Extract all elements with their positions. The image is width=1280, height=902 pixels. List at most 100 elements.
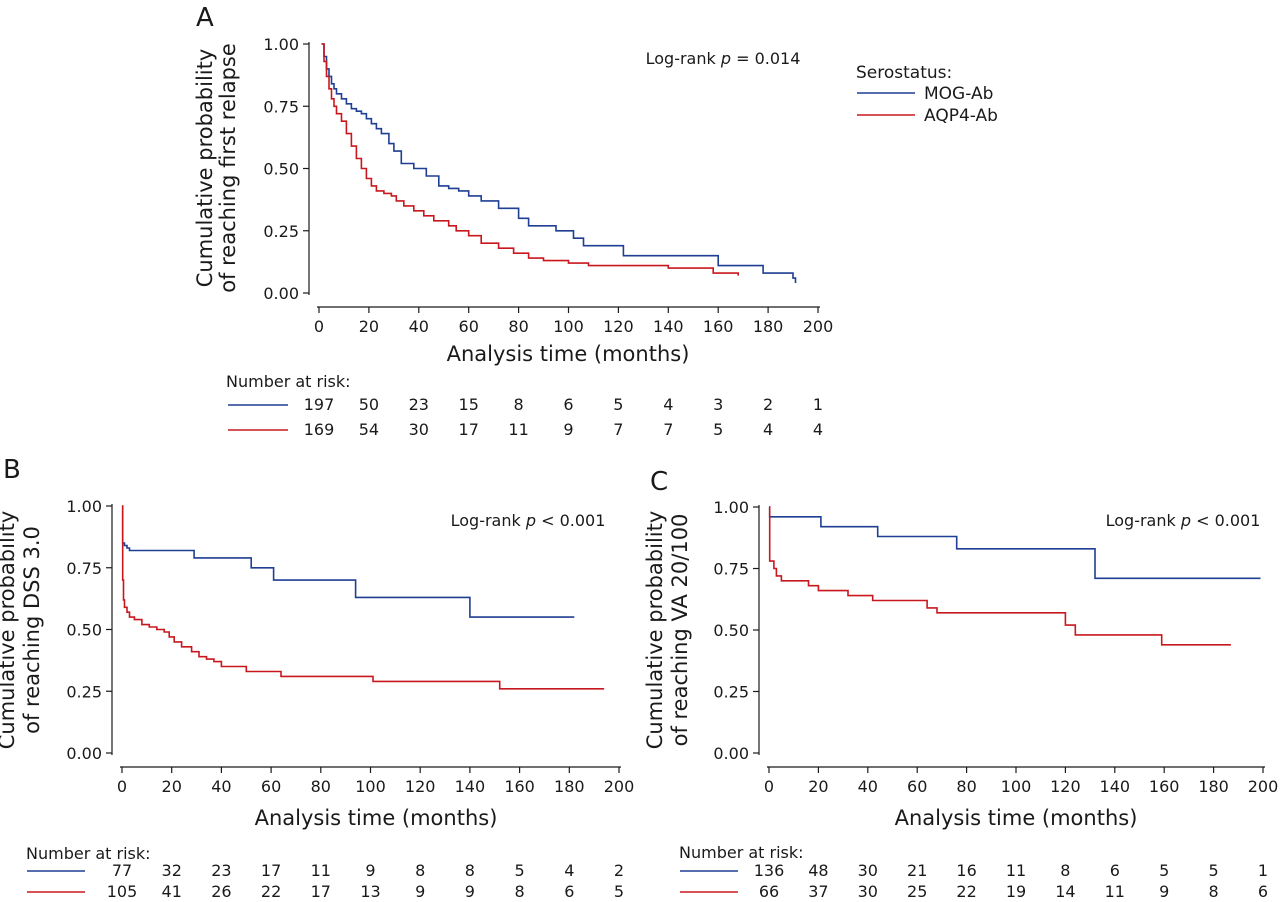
panel-a: A 0.00 0.25 0.50 0.75 1.00 0 20 40 60 80 100 120 140 1… bbox=[193, 3, 833, 439]
risk-value: 17 bbox=[459, 420, 479, 439]
risk-value: 16 bbox=[956, 861, 976, 880]
x-tick-label: 80 bbox=[311, 777, 331, 796]
y-axis-title: Cumulative probability of reaching first … bbox=[193, 43, 240, 293]
risk-value: 21 bbox=[907, 861, 927, 880]
risk-value: 5 bbox=[713, 420, 723, 439]
x-tick-label: 40 bbox=[858, 777, 878, 796]
risk-table-label: Number at risk: bbox=[679, 843, 804, 862]
x-tick-label: 140 bbox=[455, 777, 486, 796]
x-tick-label: 60 bbox=[261, 777, 281, 796]
x-tick-label: 40 bbox=[409, 317, 429, 336]
x-tick-label: 120 bbox=[603, 317, 634, 336]
x-axis-title: Analysis time (months) bbox=[895, 806, 1138, 830]
x-tick-label: 0 bbox=[117, 777, 127, 796]
legend-item: AQP4-Ab bbox=[924, 106, 998, 126]
x-tick-label: 0 bbox=[764, 777, 774, 796]
risk-value: 4 bbox=[813, 420, 823, 439]
risk-value: 23 bbox=[409, 395, 429, 414]
risk-value: 9 bbox=[563, 420, 573, 439]
legend-title: Serostatus: bbox=[856, 63, 952, 83]
y-tick-label: 0.50 bbox=[66, 621, 102, 640]
risk-table-label: Number at risk: bbox=[226, 372, 351, 391]
risk-value: 9 bbox=[465, 882, 475, 901]
risk-value: 66 bbox=[759, 882, 779, 901]
y-tick-label: 0.75 bbox=[263, 97, 299, 116]
logrank-annotation: Log-rank p < 0.001 bbox=[451, 511, 606, 530]
risk-value: 5 bbox=[515, 861, 525, 880]
risk-value: 30 bbox=[858, 861, 878, 880]
y-tick-label: 0.00 bbox=[713, 744, 749, 763]
km-curve-aqp4-ab bbox=[121, 505, 605, 690]
risk-value: 54 bbox=[359, 420, 379, 439]
x-tick-label: 180 bbox=[1198, 777, 1229, 796]
risk-value: 30 bbox=[409, 420, 429, 439]
y-axis-title-line: Cumulative probability bbox=[643, 511, 667, 750]
risk-value: 6 bbox=[1110, 861, 1120, 880]
y-axis-title-line: Cumulative probability bbox=[0, 511, 19, 750]
panel-b: B 0.00 0.25 0.50 0.75 1.00 0 20 40 60 80 100 120 140 1… bbox=[0, 455, 634, 901]
x-tick-label: 100 bbox=[553, 317, 584, 336]
risk-value: 6 bbox=[563, 395, 573, 414]
x-tick-label: 180 bbox=[554, 777, 585, 796]
y-axis-title-line: of reaching first relapse bbox=[216, 43, 240, 293]
panel-c: C 0.00 0.25 0.50 0.75 1.00 0 20 40 60 80 100 120 140 1… bbox=[643, 467, 1278, 901]
x-axis-title: Analysis time (months) bbox=[447, 342, 690, 366]
y-tick-label: 0.25 bbox=[713, 683, 749, 702]
y-tick-label: 0.75 bbox=[713, 560, 749, 579]
x-tick-label: 20 bbox=[808, 777, 828, 796]
risk-value: 19 bbox=[1006, 882, 1026, 901]
risk-value: 22 bbox=[261, 882, 281, 901]
x-tick-label: 200 bbox=[604, 777, 635, 796]
x-tick-label: 180 bbox=[753, 317, 784, 336]
risk-value: 77 bbox=[112, 861, 132, 880]
km-curve-mog-ab bbox=[121, 505, 575, 618]
y-tick-label: 1.00 bbox=[66, 497, 102, 516]
risk-value: 9 bbox=[415, 882, 425, 901]
y-tick-label: 0.50 bbox=[263, 160, 299, 179]
x-tick-label: 120 bbox=[1050, 777, 1081, 796]
risk-value: 7 bbox=[663, 420, 673, 439]
risk-value: 6 bbox=[564, 882, 574, 901]
x-tick-label: 20 bbox=[162, 777, 182, 796]
risk-value: 9 bbox=[365, 861, 375, 880]
risk-value: 2 bbox=[763, 395, 773, 414]
risk-value: 11 bbox=[508, 420, 528, 439]
x-tick-label: 40 bbox=[211, 777, 231, 796]
x-tick-label: 200 bbox=[1248, 777, 1279, 796]
risk-value: 11 bbox=[1006, 861, 1026, 880]
risk-value: 14 bbox=[1055, 882, 1075, 901]
x-tick-label: 140 bbox=[653, 317, 684, 336]
y-tick-label: 0.50 bbox=[713, 621, 749, 640]
y-axis-title-line: Cumulative probability bbox=[193, 49, 217, 288]
y-tick-label: 1.00 bbox=[713, 498, 749, 517]
y-tick-label: 0.25 bbox=[66, 682, 102, 701]
risk-value: 4 bbox=[564, 861, 574, 880]
risk-value: 8 bbox=[514, 395, 524, 414]
x-tick-label: 160 bbox=[1149, 777, 1180, 796]
y-tick-label: 0.25 bbox=[263, 222, 299, 241]
risk-value: 2 bbox=[614, 861, 624, 880]
x-tick-label: 100 bbox=[1001, 777, 1032, 796]
risk-value: 11 bbox=[311, 861, 331, 880]
legend-item: MOG-Ab bbox=[924, 84, 993, 104]
y-axis-title: Cumulative probability of reaching DSS 3.… bbox=[0, 511, 44, 750]
risk-value: 1 bbox=[1258, 861, 1268, 880]
x-axis-title: Analysis time (months) bbox=[255, 806, 498, 830]
x-tick-label: 140 bbox=[1100, 777, 1131, 796]
x-tick-label: 100 bbox=[355, 777, 386, 796]
x-tick-label: 60 bbox=[907, 777, 927, 796]
risk-value: 1 bbox=[813, 395, 823, 414]
risk-table-label: Number at risk: bbox=[26, 844, 151, 863]
panel-letter: C bbox=[650, 467, 668, 497]
panel-letter: A bbox=[196, 3, 214, 33]
risk-value: 8 bbox=[1209, 882, 1219, 901]
risk-value: 50 bbox=[359, 395, 379, 414]
x-tick-label: 160 bbox=[504, 777, 535, 796]
logrank-annotation: Log-rank p < 0.001 bbox=[1106, 511, 1261, 530]
risk-value: 5 bbox=[613, 395, 623, 414]
risk-value: 5 bbox=[1159, 861, 1169, 880]
panel-letter: B bbox=[3, 455, 21, 485]
risk-value: 4 bbox=[763, 420, 773, 439]
x-tick-label: 20 bbox=[359, 317, 379, 336]
